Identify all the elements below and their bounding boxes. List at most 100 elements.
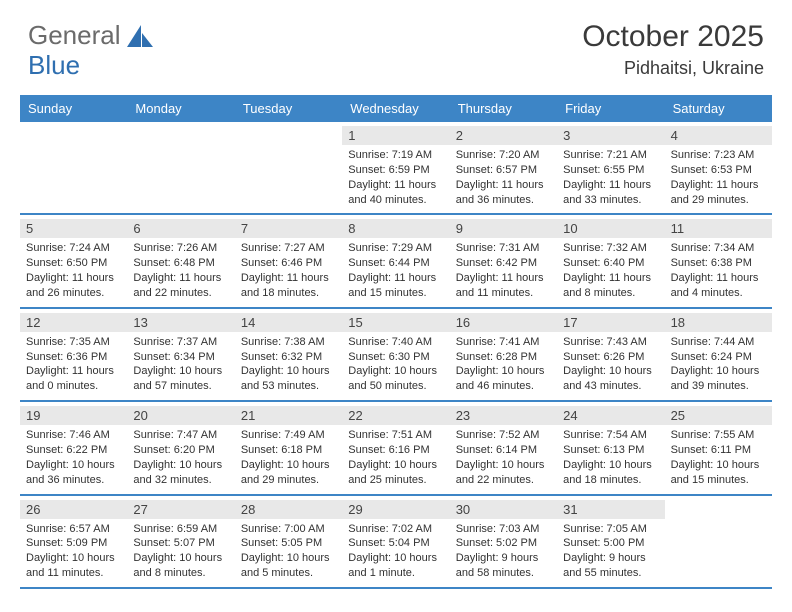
day-number: 19 <box>20 406 127 425</box>
sunrise-text: Sunrise: 7:43 AM <box>563 335 658 350</box>
sunrise-text: Sunrise: 7:40 AM <box>348 335 443 350</box>
sunset-text: Sunset: 6:40 PM <box>563 256 658 271</box>
day-cell: 6Sunrise: 7:26 AMSunset: 6:48 PMDaylight… <box>127 215 234 306</box>
day-number: 26 <box>20 500 127 519</box>
day-info: Sunrise: 7:31 AMSunset: 6:42 PMDaylight:… <box>456 241 551 300</box>
day-cell: 2Sunrise: 7:20 AMSunset: 6:57 PMDaylight… <box>450 122 557 213</box>
day-number: 20 <box>127 406 234 425</box>
daylight-text: Daylight: 11 hours and 36 minutes. <box>456 178 551 208</box>
day-number: 5 <box>20 219 127 238</box>
sunset-text: Sunset: 6:46 PM <box>241 256 336 271</box>
sunset-text: Sunset: 6:13 PM <box>563 443 658 458</box>
daylight-text: Daylight: 10 hours and 25 minutes. <box>348 458 443 488</box>
day-cell <box>20 122 127 213</box>
day-number: 23 <box>450 406 557 425</box>
daylight-text: Daylight: 9 hours and 55 minutes. <box>563 551 658 581</box>
sunrise-text: Sunrise: 7:46 AM <box>26 428 121 443</box>
day-info: Sunrise: 7:54 AMSunset: 6:13 PMDaylight:… <box>563 428 658 487</box>
daylight-text: Daylight: 10 hours and 53 minutes. <box>241 364 336 394</box>
sunset-text: Sunset: 6:14 PM <box>456 443 551 458</box>
logo-text-2: Blue <box>28 50 80 81</box>
day-cell: 1Sunrise: 7:19 AMSunset: 6:59 PMDaylight… <box>342 122 449 213</box>
week-row: 19 Sunrise: 7:46 AMSunset: 6:22 PM Dayligh… <box>20 402 772 495</box>
day-number: 4 <box>665 126 772 145</box>
day-number: 1 <box>342 126 449 145</box>
sunset-text: Sunset: 5:05 PM <box>241 536 336 551</box>
sunrise-text: Sunrise: 6:59 AM <box>133 522 228 537</box>
week-row: 5 Sunrise: 7:24 AMSunset: 6:50 PM Daylight… <box>20 215 772 308</box>
daylight-text: Daylight: 10 hours and 15 minutes. <box>671 458 766 488</box>
day-cell: 21Sunrise: 7:49 AMSunset: 6:18 PMDayligh… <box>235 402 342 493</box>
day-number: 22 <box>342 406 449 425</box>
sunrise-text: Sunrise: 7:32 AM <box>563 241 658 256</box>
day-cell: 30Sunrise: 7:03 AMSunset: 5:02 PMDayligh… <box>450 496 557 587</box>
sunrise-text: Sunrise: 7:02 AM <box>348 522 443 537</box>
sunset-text: Sunset: 5:07 PM <box>133 536 228 551</box>
day-cell: 16Sunrise: 7:41 AMSunset: 6:28 PMDayligh… <box>450 309 557 400</box>
day-number: 9 <box>450 219 557 238</box>
dayname-fri: Friday <box>557 95 664 122</box>
sunset-text: Sunset: 5:00 PM <box>563 536 658 551</box>
daylight-text: Daylight: 11 hours and 33 minutes. <box>563 178 658 208</box>
sunrise-text: Sunrise: 7:24 AM <box>26 241 121 256</box>
daylight-text: Daylight: 10 hours and 11 minutes. <box>26 551 121 581</box>
daylight-text: Daylight: 10 hours and 43 minutes. <box>563 364 658 394</box>
sunset-text: Sunset: 6:50 PM <box>26 256 121 271</box>
sunset-text: Sunset: 6:26 PM <box>563 350 658 365</box>
month-title: October 2025 <box>582 20 764 54</box>
logo: General <box>28 20 155 51</box>
daylight-text: Daylight: 11 hours and 22 minutes. <box>133 271 228 301</box>
sunrise-text: Sunrise: 7:54 AM <box>563 428 658 443</box>
day-cell: 11Sunrise: 7:34 AMSunset: 6:38 PMDayligh… <box>665 215 772 306</box>
day-cell: 29Sunrise: 7:02 AMSunset: 5:04 PMDayligh… <box>342 496 449 587</box>
day-cell: 18Sunrise: 7:44 AMSunset: 6:24 PMDayligh… <box>665 309 772 400</box>
sunset-text: Sunset: 6:22 PM <box>26 443 121 458</box>
title-block: October 2025 Pidhaitsi, Ukraine <box>582 20 764 79</box>
sunset-text: Sunset: 5:09 PM <box>26 536 121 551</box>
sunset-text: Sunset: 6:16 PM <box>348 443 443 458</box>
day-info: Sunrise: 7:32 AMSunset: 6:40 PMDaylight:… <box>563 241 658 300</box>
daylight-text: Daylight: 10 hours and 22 minutes. <box>456 458 551 488</box>
day-number: 10 <box>557 219 664 238</box>
day-number: 30 <box>450 500 557 519</box>
day-info: Sunrise: 7:26 AMSunset: 6:48 PMDaylight:… <box>133 241 228 300</box>
day-cell <box>665 496 772 587</box>
sunrise-text: Sunrise: 7:20 AM <box>456 148 551 163</box>
sunrise-text: Sunrise: 7:38 AM <box>241 335 336 350</box>
day-number <box>665 500 772 504</box>
day-cell: 9 Sunrise: 7:31 AMSunset: 6:42 PMDaylight… <box>450 215 557 306</box>
week-row: 12Sunrise: 7:35 AMSunset: 6:36 PMDayligh… <box>20 309 772 402</box>
sunrise-text: Sunrise: 7:34 AM <box>671 241 766 256</box>
day-number: 28 <box>235 500 342 519</box>
sunset-text: Sunset: 6:18 PM <box>241 443 336 458</box>
weeks-container: 1Sunrise: 7:19 AMSunset: 6:59 PMDaylight… <box>20 122 772 589</box>
day-number: 29 <box>342 500 449 519</box>
day-info: Sunrise: 7:35 AMSunset: 6:36 PMDaylight:… <box>26 335 121 394</box>
daylight-text: Daylight: 9 hours and 58 minutes. <box>456 551 551 581</box>
daylight-text: Daylight: 11 hours and 18 minutes. <box>241 271 336 301</box>
day-number <box>235 126 342 130</box>
header: General October 2025 Pidhaitsi, Ukraine <box>0 0 792 87</box>
day-cell: 3Sunrise: 7:21 AMSunset: 6:55 PMDaylight… <box>557 122 664 213</box>
day-number <box>20 126 127 130</box>
day-info: Sunrise: 7:00 AMSunset: 5:05 PMDaylight:… <box>241 522 336 581</box>
day-cell: 27Sunrise: 6:59 AMSunset: 5:07 PMDayligh… <box>127 496 234 587</box>
day-cell: 24Sunrise: 7:54 AMSunset: 6:13 PMDayligh… <box>557 402 664 493</box>
day-cell: 8Sunrise: 7:29 AMSunset: 6:44 PMDaylight… <box>342 215 449 306</box>
dayname-mon: Monday <box>127 95 234 122</box>
week-row: 1Sunrise: 7:19 AMSunset: 6:59 PMDaylight… <box>20 122 772 215</box>
daylight-text: Daylight: 11 hours and 0 minutes. <box>26 364 121 394</box>
day-cell: 28 Sunrise: 7:00 AMSunset: 5:05 PMDayligh… <box>235 496 342 587</box>
day-info: Sunrise: 7:27 AMSunset: 6:46 PMDaylight:… <box>241 241 336 300</box>
sunrise-text: Sunrise: 7:23 AM <box>671 148 766 163</box>
day-info: Sunrise: 7:44 AMSunset: 6:24 PMDaylight:… <box>671 335 766 394</box>
day-info: Sunrise: 7:37 AMSunset: 6:34 PMDaylight:… <box>133 335 228 394</box>
sunset-text: Sunset: 6:44 PM <box>348 256 443 271</box>
daylight-text: Daylight: 10 hours and 57 minutes. <box>133 364 228 394</box>
day-number: 3 <box>557 126 664 145</box>
dayname-sun: Sunday <box>20 95 127 122</box>
sunset-text: Sunset: 6:11 PM <box>671 443 766 458</box>
daylight-text: Daylight: 10 hours and 18 minutes. <box>563 458 658 488</box>
sunrise-text: Sunrise: 7:21 AM <box>563 148 658 163</box>
sunset-text: Sunset: 6:38 PM <box>671 256 766 271</box>
